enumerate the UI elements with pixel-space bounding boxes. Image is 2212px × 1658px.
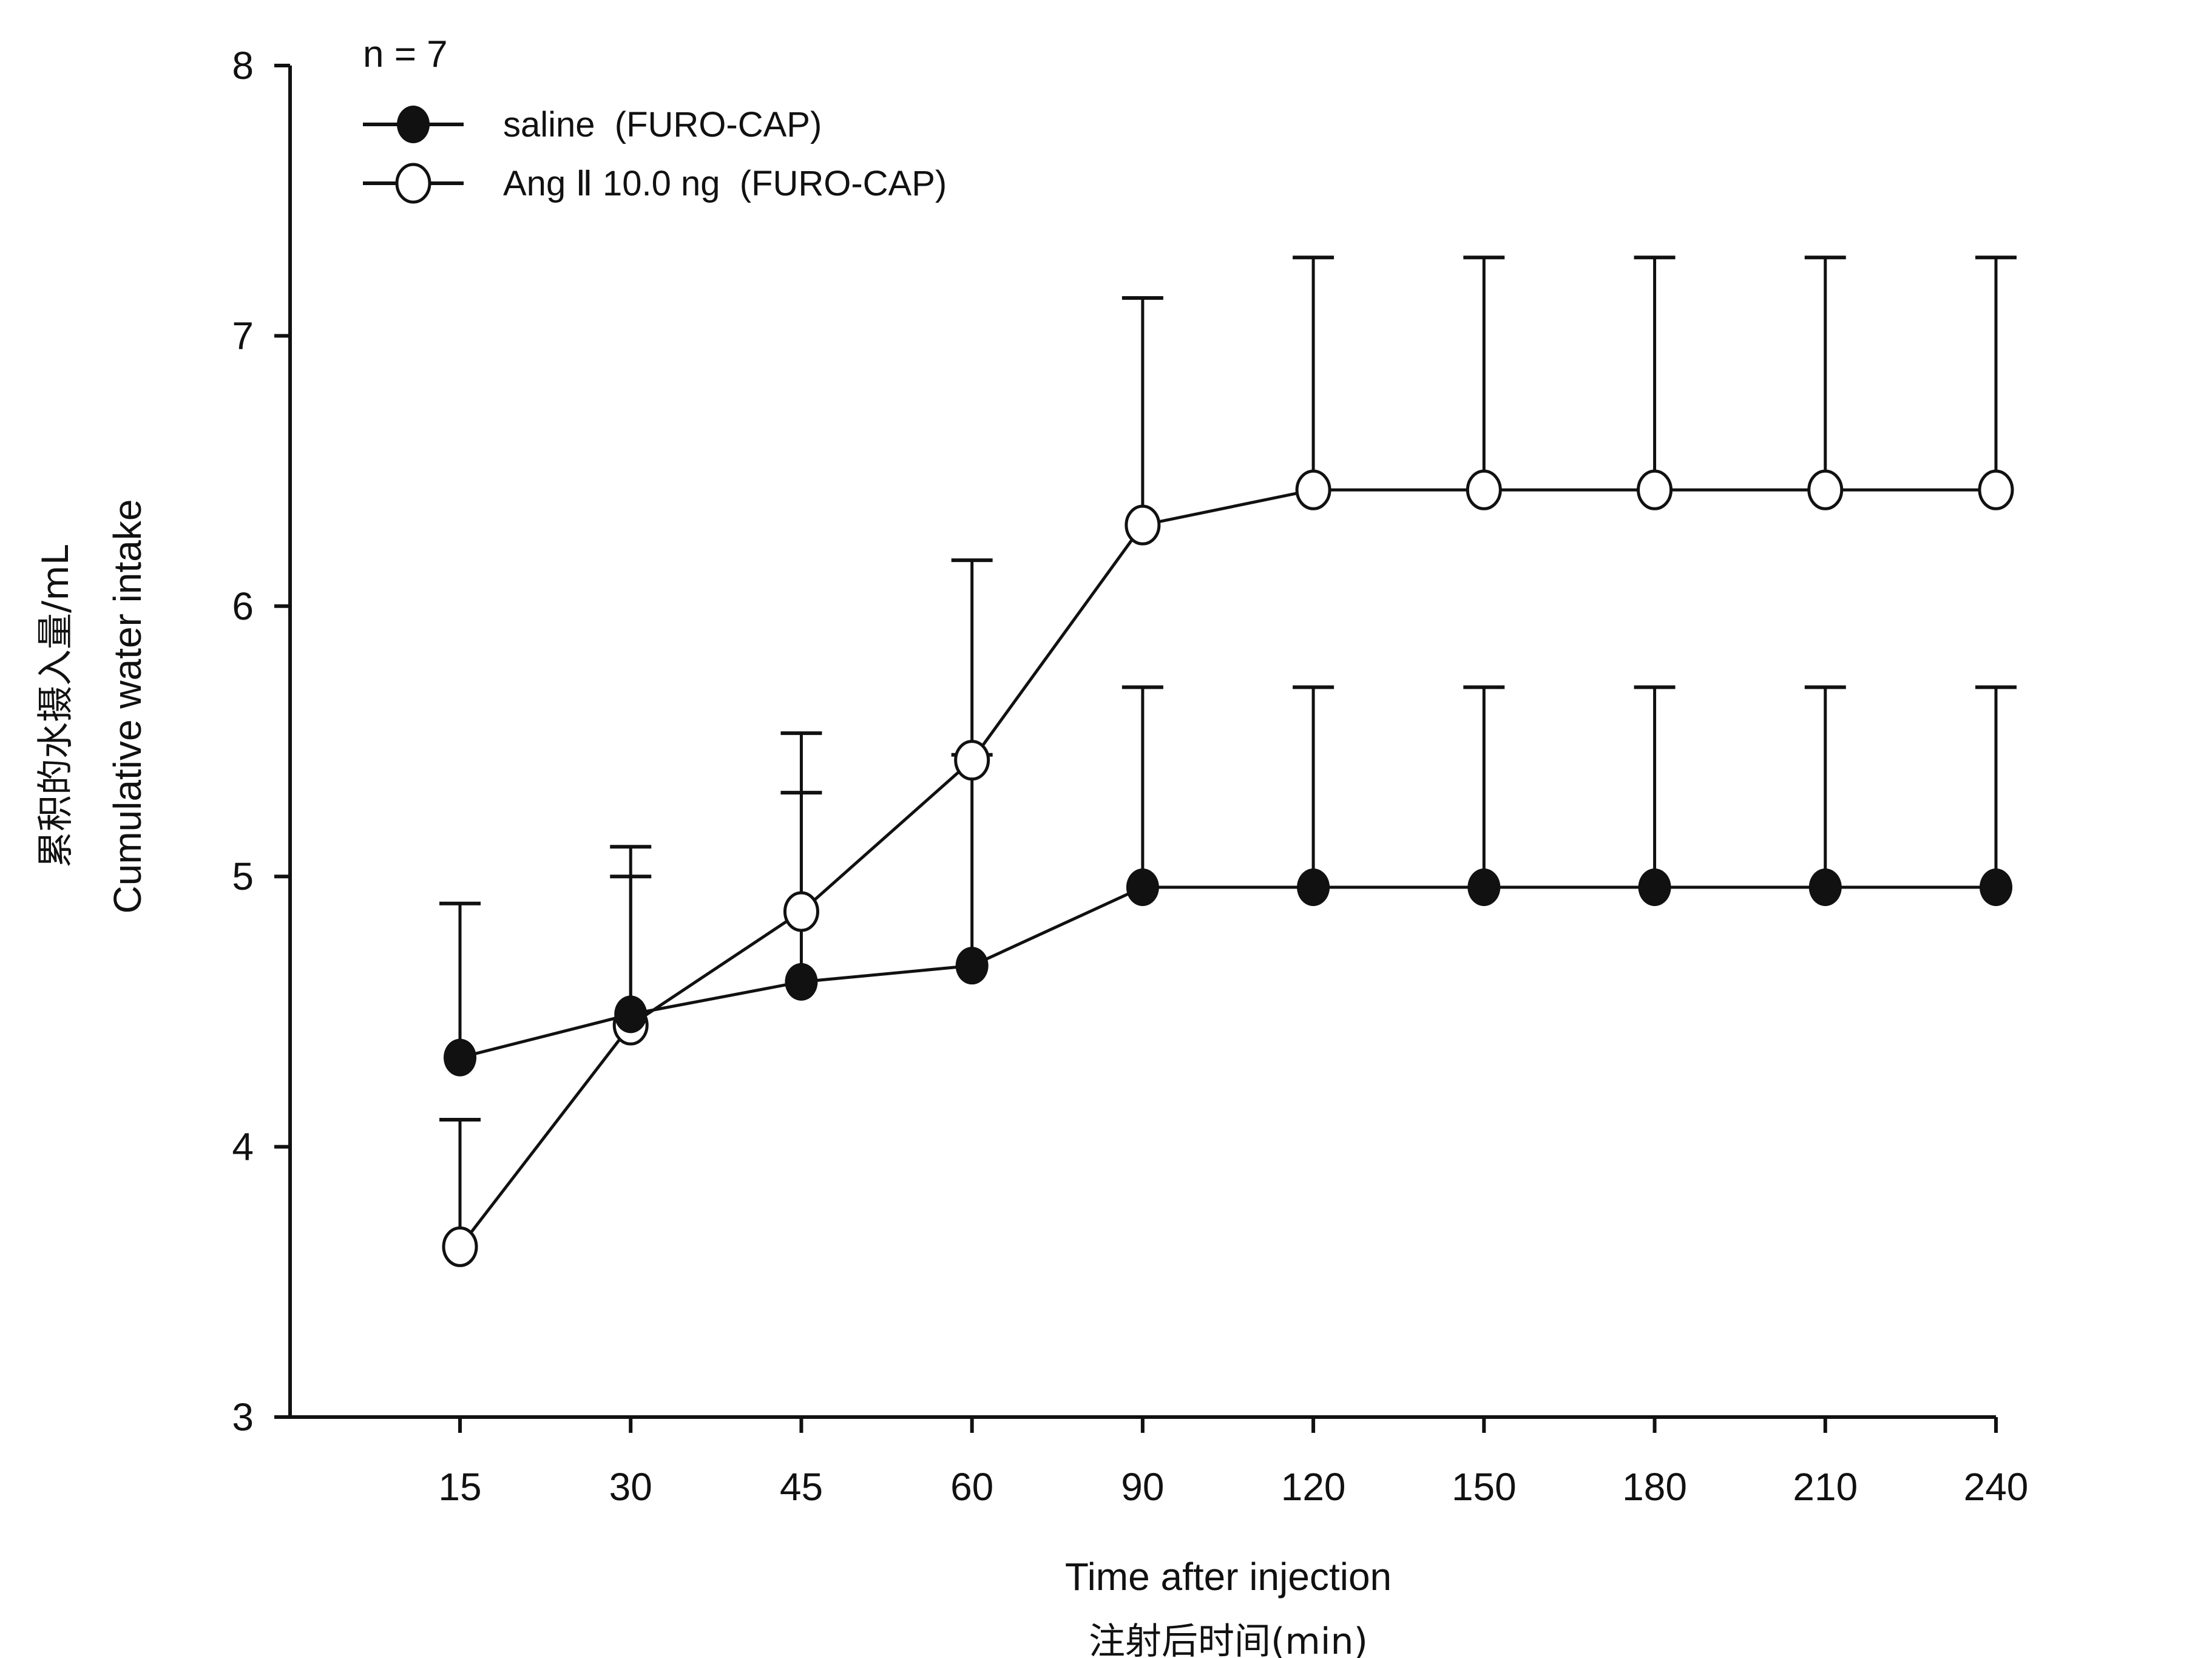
open-circle-icon [395,163,431,204]
data-point-ang [1807,469,1844,510]
y-tick-label: 6 [232,584,254,628]
series-markers [442,469,2014,1267]
data-point-ang [1637,469,1673,510]
data-point-ang [1466,469,1502,510]
filled-circle-icon [397,106,430,143]
data-point-ang [783,891,819,932]
x-axis-label-en: Time after injection [1065,1555,1392,1599]
series-line-ang [459,488,1996,1248]
y-tick-label: 4 [232,1125,254,1169]
x-tick-label: 15 [438,1465,481,1509]
x-tick-label: 30 [609,1465,652,1509]
legend-label-saline: saline (FURO-CAP) [503,105,822,144]
data-point-saline [444,1038,476,1077]
legend-item-ang: Ang Ⅱ 10.0 ng (FURO-CAP) [363,163,947,204]
axes [274,64,1998,1433]
data-point-saline [1980,868,2012,907]
y-axis-label-en: Cumulative water intake [106,499,149,914]
x-tick-label: 240 [1964,1465,2029,1509]
data-point-saline [955,947,989,985]
data-point-ang [1978,469,2014,510]
data-point-saline [1808,868,1842,907]
data-point-ang [1295,469,1331,510]
x-tick-label: 180 [1622,1465,1687,1509]
data-point-saline [1126,868,1159,907]
n-annotation: n = 7 [363,33,448,75]
y-tick-label: 3 [232,1395,254,1439]
x-tick-label: 45 [780,1465,823,1509]
y-tick-label: 5 [232,854,254,898]
legend-label-ang: Ang Ⅱ 10.0 ng (FURO-CAP) [503,164,947,203]
data-point-ang [954,740,990,781]
data-point-ang [442,1226,478,1267]
x-axis-label-cn: 注射后时间(min) [1089,1620,1368,1658]
data-point-saline [1638,868,1671,907]
x-tick-label: 60 [950,1465,993,1509]
x-tick-label: 120 [1281,1465,1346,1509]
series-lines [459,488,1996,1248]
data-point-ang [1125,504,1161,546]
legend: saline (FURO-CAP) Ang Ⅱ 10.0 ng (FURO-CA… [363,105,947,204]
data-point-saline [785,963,818,1001]
legend-item-saline: saline (FURO-CAP) [363,105,822,144]
error-bars [439,255,2017,1247]
y-axis-label-cn: 累积的水摄入量/mL [35,544,77,868]
x-tick-label: 210 [1793,1465,1858,1509]
data-point-saline [1467,868,1501,907]
y-tick-label: 7 [232,314,254,357]
x-tick-label: 150 [1452,1465,1517,1509]
y-tick-label: 8 [232,44,254,87]
data-point-saline [1297,868,1330,907]
data-point-saline [614,995,648,1034]
series-line-saline [459,885,1996,1060]
x-tick-label: 90 [1121,1465,1164,1509]
